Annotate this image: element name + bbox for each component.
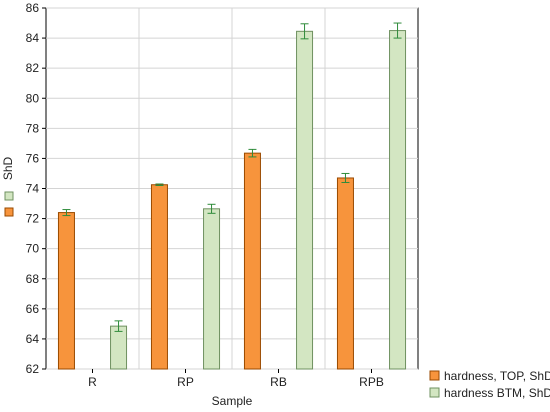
bar-top-rp — [150, 184, 168, 370]
bar-top-rb — [243, 152, 261, 370]
y-tick-label: 62 — [26, 362, 40, 376]
bar-top-rpb — [336, 177, 354, 370]
legend-entry: hardness BTM, ShD — [444, 386, 550, 400]
legend-swatch — [429, 370, 440, 381]
x-tick-label: R — [88, 375, 97, 389]
side-swatch — [4, 207, 14, 217]
y-tick-label: 76 — [26, 151, 40, 165]
error-bar — [207, 203, 216, 214]
legend-entry: hardness, TOP, ShD — [444, 369, 550, 383]
gridlines — [46, 7, 418, 370]
legend: hardness, TOP, ShD hardness BTM, ShD — [429, 369, 550, 400]
side-legend-swatches — [4, 191, 14, 217]
x-tick-label: RB — [270, 375, 287, 389]
y-tick-label: 72 — [26, 212, 40, 226]
legend-swatch — [429, 387, 440, 398]
bars — [57, 22, 407, 370]
y-tick-label: 86 — [26, 1, 40, 15]
error-bar — [114, 320, 123, 332]
y-tick-label: 78 — [26, 121, 40, 135]
bar-btm-rb — [296, 30, 314, 370]
error-bar — [248, 148, 257, 158]
error-bar — [341, 172, 350, 183]
y-tick-label: 82 — [26, 61, 40, 75]
y-tick-label: 84 — [26, 31, 40, 45]
bar-top-r — [57, 212, 75, 370]
y-tick-label: 66 — [26, 302, 40, 316]
y-tick-label: 74 — [26, 182, 40, 196]
x-axis-label: Sample — [212, 394, 253, 408]
y-axis-ticks: 62 64 66 68 70 72 74 76 78 80 82 84 86 — [26, 1, 46, 376]
error-bar — [300, 23, 309, 40]
error-bar — [62, 209, 71, 217]
y-axis-label: ShD — [1, 156, 15, 180]
x-axis-ticks: R RP RB RPB — [88, 369, 384, 389]
x-tick-label: RPB — [359, 375, 384, 389]
error-bar — [393, 22, 402, 39]
side-swatch — [4, 191, 14, 201]
bar-btm-rpb — [389, 30, 407, 370]
y-tick-label: 64 — [26, 332, 40, 346]
bar-btm-rp — [203, 208, 221, 370]
y-tick-label: 68 — [26, 272, 40, 286]
error-bar — [155, 183, 164, 186]
bar-btm-r — [110, 325, 128, 370]
y-tick-label: 80 — [26, 91, 40, 105]
y-tick-label: 70 — [26, 242, 40, 256]
x-tick-label: RP — [177, 375, 194, 389]
